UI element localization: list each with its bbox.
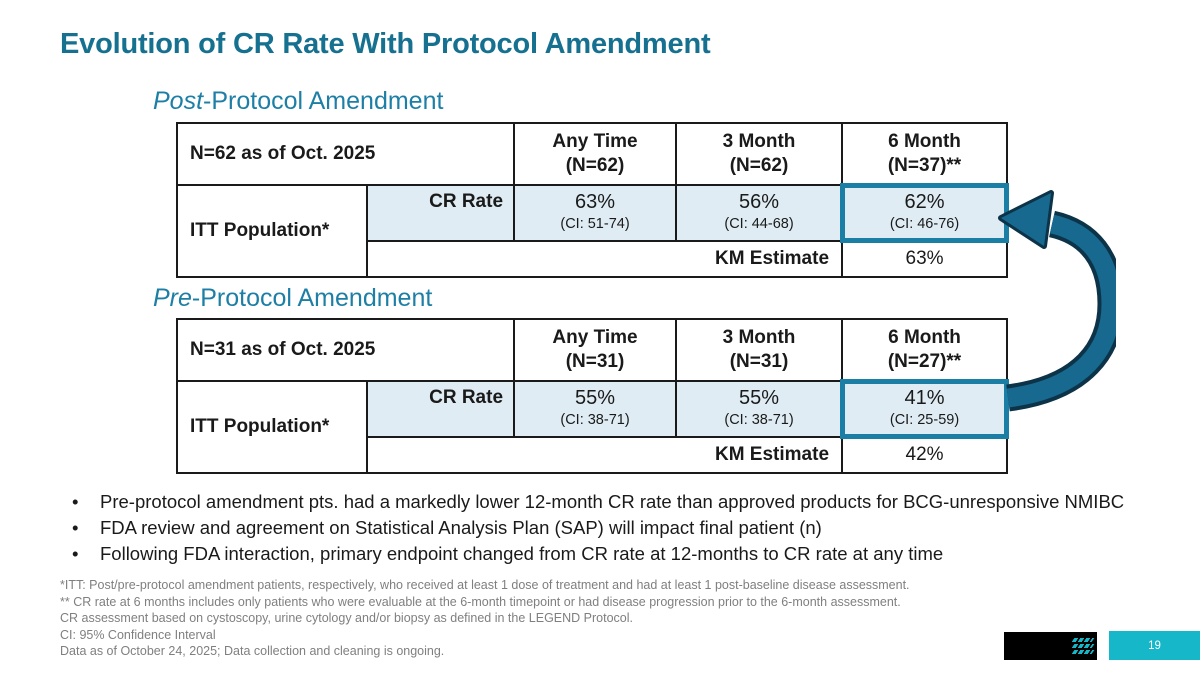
- pre-km-estimate-label: KM Estimate: [365, 436, 844, 474]
- pre-km-estimate-value: 42%: [841, 436, 1009, 474]
- footnote-line: ** CR rate at 6 months includes only pat…: [60, 594, 901, 609]
- hatched-stripes-logo-icon: [1071, 638, 1095, 654]
- column-header-line1: 6 Month: [888, 327, 961, 349]
- key-points-list: • Pre-protocol amendment pts. had a mark…: [72, 489, 1187, 567]
- pre-column-header-3-month: 3 Month (N=31): [675, 318, 844, 382]
- column-header-line2: (N=62): [729, 155, 789, 176]
- column-header-line1: Any Time: [552, 131, 638, 153]
- list-item: • Pre-protocol amendment pts. had a mark…: [72, 489, 1187, 515]
- post-cr-rate-label: CR Rate: [365, 184, 516, 242]
- post-column-header-any-time: Any Time (N=62): [513, 122, 678, 186]
- list-item: • Following FDA interaction, primary end…: [72, 541, 1187, 567]
- curved-arrow-icon: [998, 186, 1125, 416]
- section-heading-post: Post-Protocol Amendment: [153, 87, 443, 116]
- page-number-badge: 19: [1109, 631, 1200, 660]
- cr-confidence-interval: (CI: 46-76): [889, 216, 960, 232]
- section-heading-pre-italic: Pre: [153, 284, 192, 312]
- pre-cr-value-any-time: 55% (CI: 38-71): [513, 380, 678, 438]
- column-header-line1: 3 Month: [722, 327, 796, 349]
- column-header-line2: (N=31): [565, 351, 625, 372]
- cr-percent: 56%: [739, 191, 780, 213]
- bullet-text: Pre-protocol amendment pts. had a marked…: [100, 491, 1125, 512]
- bullet-marker: •: [72, 491, 79, 512]
- post-column-header-6-month: 6 Month (N=37)**: [841, 122, 1009, 186]
- column-header-line2: (N=31): [729, 351, 789, 372]
- bullet-text: FDA review and agreement on Statistical …: [100, 517, 822, 538]
- pre-cr-value-3-month: 55% (CI: 38-71): [675, 380, 844, 438]
- cr-confidence-interval: (CI: 38-71): [724, 412, 794, 428]
- post-km-estimate-value: 63%: [841, 240, 1009, 278]
- section-heading-post-italic: Post: [153, 87, 204, 115]
- column-header-line2: (N=27)**: [887, 351, 962, 372]
- footnotes-block: *ITT: Post/pre-protocol amendment patien…: [60, 577, 910, 660]
- cr-percent: 55%: [575, 387, 616, 409]
- pre-cr-rate-label: CR Rate: [365, 380, 516, 438]
- footnote-line: CR assessment based on cystoscopy, urine…: [60, 611, 633, 625]
- column-header-line2: (N=62): [565, 155, 625, 176]
- footnote-line: *ITT: Post/pre-protocol amendment patien…: [60, 578, 910, 592]
- column-header-line1: 6 Month: [888, 131, 961, 153]
- section-heading-pre-rest: -Protocol Amendment: [191, 284, 433, 312]
- slide-title: Evolution of CR Rate With Protocol Amend…: [60, 28, 711, 60]
- section-heading-pre: Pre-Protocol Amendment: [153, 284, 432, 313]
- cr-percent: 55%: [739, 387, 780, 409]
- post-n-label: N=62 as of Oct. 2025: [175, 122, 516, 186]
- pre-column-header-any-time: Any Time (N=31): [513, 318, 678, 382]
- cr-confidence-interval: (CI: 51-74): [560, 216, 630, 232]
- list-item: • FDA review and agreement on Statistica…: [72, 515, 1187, 541]
- section-heading-post-rest: -Protocol Amendment: [203, 87, 444, 115]
- cr-confidence-interval: (CI: 44-68): [724, 216, 794, 232]
- company-logo: [1004, 632, 1097, 660]
- column-header-line2: (N=37)**: [887, 155, 962, 176]
- cr-percent: 62%: [904, 191, 945, 213]
- post-cr-value-6-month-highlighted: 62% (CI: 46-76): [841, 184, 1011, 244]
- cr-confidence-interval: (CI: 25-59): [889, 412, 960, 428]
- column-header-line1: Any Time: [552, 327, 638, 349]
- post-km-estimate-label: KM Estimate: [365, 240, 844, 278]
- column-header-line1: 3 Month: [722, 131, 796, 153]
- cr-confidence-interval: (CI: 38-71): [560, 412, 630, 428]
- post-amendment-table: N=62 as of Oct. 2025 Any Time (N=62) 3 M…: [175, 122, 1011, 278]
- pre-column-header-6-month: 6 Month (N=27)**: [841, 318, 1009, 382]
- post-cr-value-any-time: 63% (CI: 51-74): [513, 184, 678, 242]
- footnote-line: Data as of October 24, 2025; Data collec…: [60, 644, 445, 658]
- pre-row-label-itt: ITT Population*: [176, 380, 368, 474]
- pre-amendment-table: N=31 as of Oct. 2025 Any Time (N=31) 3 M…: [175, 318, 1011, 474]
- post-row-label-itt: ITT Population*: [176, 184, 368, 278]
- bullet-marker: •: [72, 517, 79, 538]
- bullet-marker: •: [72, 543, 79, 564]
- post-cr-value-3-month: 56% (CI: 44-68): [675, 184, 844, 242]
- post-column-header-3-month: 3 Month (N=62): [675, 122, 844, 186]
- bullet-text: Following FDA interaction, primary endpo…: [100, 543, 944, 564]
- cr-percent: 63%: [575, 191, 616, 213]
- pre-n-label: N=31 as of Oct. 2025: [175, 318, 516, 382]
- cr-percent: 41%: [904, 387, 945, 409]
- footnote-line: CI: 95% Confidence Interval: [60, 627, 216, 642]
- pre-cr-value-6-month-highlighted: 41% (CI: 25-59): [841, 380, 1011, 440]
